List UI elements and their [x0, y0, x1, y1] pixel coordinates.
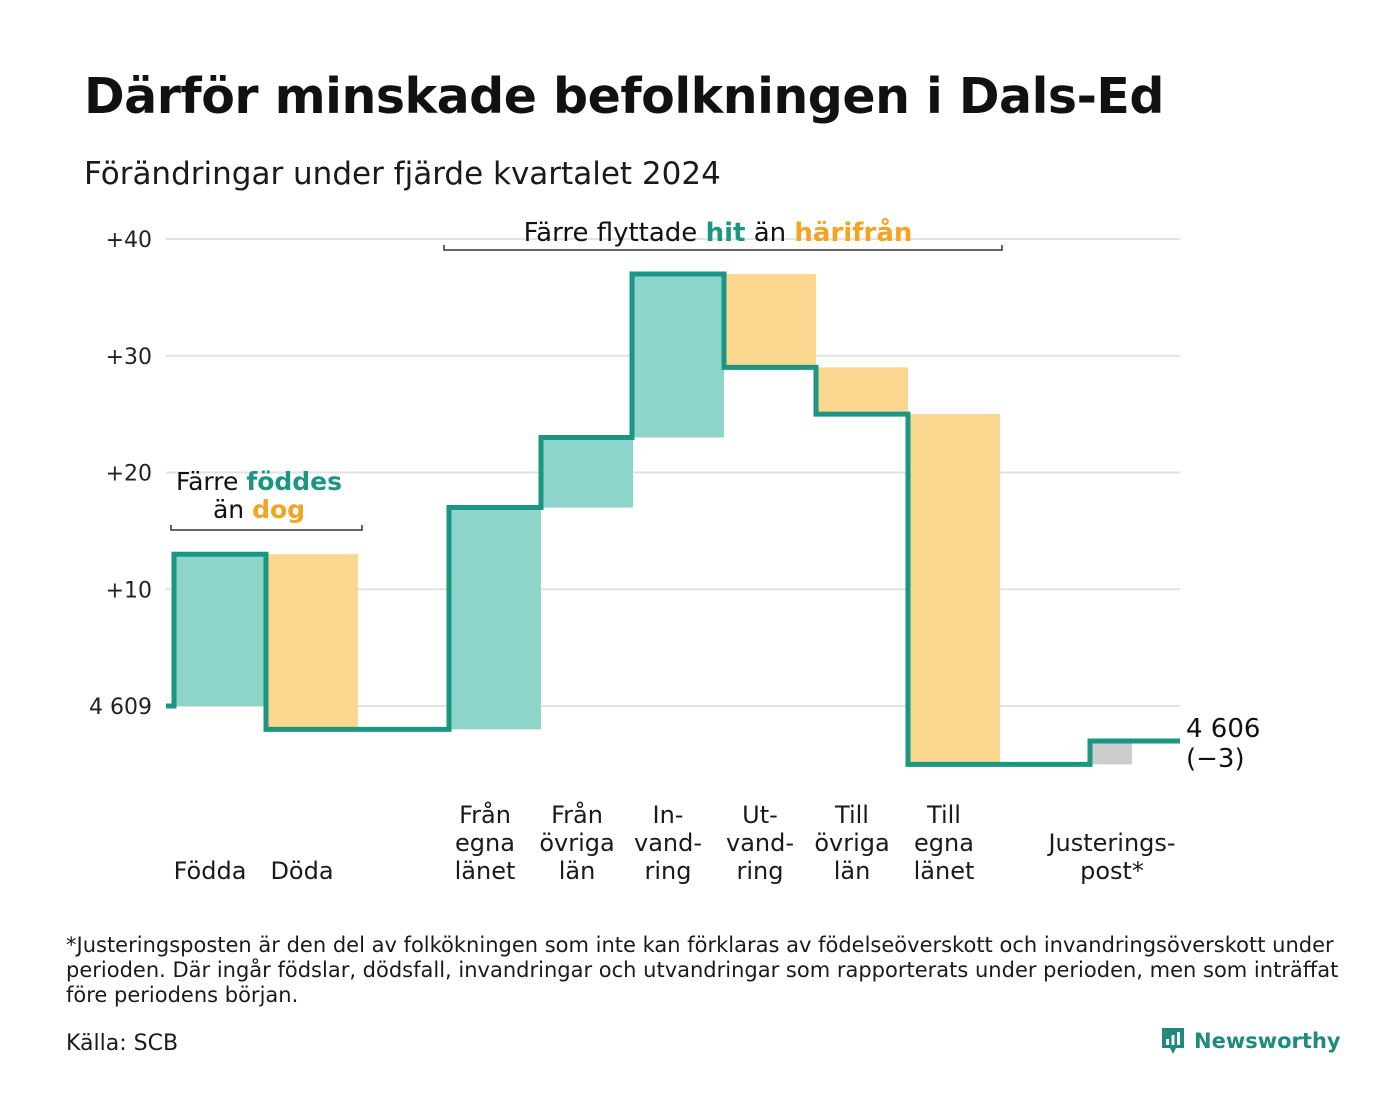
source-label: Källa: SCB [66, 1031, 179, 1056]
y-tick-label: +30 [106, 345, 152, 370]
category-label: Från övriga län [539, 800, 614, 885]
bars [174, 274, 1132, 765]
category-label: Till övriga län [814, 801, 889, 885]
bar-4 [541, 437, 633, 508]
running-total-line-path [166, 271, 1180, 767]
bar-3 [449, 507, 541, 730]
footnote: *Justeringsposten är den del av folkökni… [66, 933, 1339, 1007]
bar-1 [174, 554, 266, 706]
chart-subtitle: Förändringar under fjärde kvartalet 2024 [84, 156, 721, 192]
end-change-label: (−3) [1186, 744, 1245, 774]
annotation-bracket [443, 245, 1003, 251]
category-label: Justerings-post* [1046, 829, 1175, 885]
annotation-births-deaths-line1: Färre föddes [176, 467, 342, 496]
running-total-line [166, 271, 1180, 767]
category-label: Födda [174, 857, 247, 885]
category-labels: Födda Döda Från egna länet Från övriga län In-va… [174, 800, 1176, 885]
newsworthy-logo-text: Newsworthy [1194, 1029, 1341, 1053]
chart-title: Därför minskade befolkningen i Dals-Ed [84, 68, 1164, 125]
y-tick-label: 4 609 [89, 695, 152, 720]
y-tick-label: +40 [106, 228, 152, 253]
bar-2 [266, 554, 358, 730]
annotation-births-deaths-line2: än dog [213, 495, 305, 524]
end-value-labels: 4 606 (−3) [1186, 714, 1260, 774]
y-axis-ticks: +40 +30 +20 +10 4 609 [89, 228, 152, 720]
annotation-migration: Färre flyttade hit än härifrån [524, 216, 913, 248]
category-label: Ut-vand-ring [726, 801, 794, 885]
category-label: In-vand-ring [634, 801, 702, 885]
bar-5 [632, 274, 724, 438]
newsworthy-logo: Newsworthy [1160, 1026, 1341, 1056]
end-value-label: 4 606 [1186, 714, 1260, 744]
bar-6 [724, 274, 816, 368]
annotation-bracket [170, 525, 363, 531]
category-label: Döda [270, 857, 333, 885]
bar-7 [816, 367, 908, 415]
category-label: Till egna länet [914, 801, 975, 885]
bar-9 [1092, 741, 1132, 765]
newsworthy-logo-icon [1162, 1028, 1184, 1054]
bar-8 [908, 414, 1000, 765]
y-tick-label: +20 [106, 462, 152, 487]
y-tick-label: +10 [106, 578, 152, 603]
category-label: Från egna länet [455, 800, 516, 885]
